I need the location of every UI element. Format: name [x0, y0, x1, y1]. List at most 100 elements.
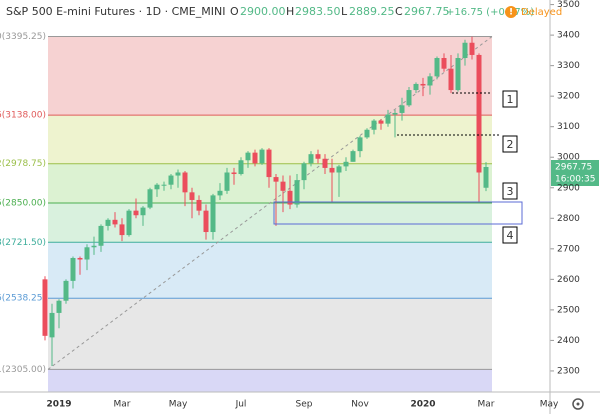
candle-body	[378, 120, 384, 124]
candle-body	[399, 105, 405, 113]
header: S&P 500 E-mini Futures · 1D · CME_MINI O…	[6, 5, 534, 18]
x-tick-label: Mar	[478, 400, 495, 410]
x-tick-label: May	[540, 400, 559, 410]
candle-body	[329, 167, 335, 173]
candle-body	[343, 161, 349, 167]
ohlc-value: 2967.75	[404, 5, 450, 18]
x-tick-label: Jul	[235, 400, 247, 410]
gear-icon	[576, 402, 580, 406]
candle-body	[98, 225, 104, 246]
annotation-label: 1	[507, 93, 514, 106]
annotation-label: 4	[507, 229, 514, 242]
candle-body	[70, 257, 76, 281]
y-tick-label: 3400	[557, 31, 580, 41]
fib-zone	[48, 36, 492, 116]
y-tick-label: 3000	[557, 153, 580, 163]
candle-body	[182, 172, 188, 193]
candle-body	[196, 199, 202, 211]
candle-body	[336, 166, 342, 173]
annotation: 2	[502, 135, 518, 153]
candle-body	[42, 279, 48, 336]
y-tick-label: 2600	[557, 275, 580, 285]
candle-body	[154, 184, 160, 190]
fib-label: .5(2850.00)	[0, 199, 46, 209]
candle-body	[273, 177, 279, 182]
price-tag-price: 2967.75	[555, 162, 592, 172]
candle-body	[371, 120, 377, 130]
x-tick-label: Sep	[296, 400, 313, 410]
fib-label: 0(3395.25)	[0, 32, 46, 42]
candle-body	[56, 300, 62, 313]
candle-body	[161, 184, 167, 186]
plot: 0(3395.25) 36(3138.00) 82(2978.75) .5(2850.…	[0, 4, 554, 392]
candle-body	[63, 280, 69, 301]
fib-zone	[48, 369, 492, 392]
candle-body	[406, 90, 412, 106]
candle-body	[364, 129, 370, 138]
x-tick-label: Mar	[114, 400, 131, 410]
ohlc-label: O	[230, 5, 239, 18]
ohlc-label: H	[286, 5, 294, 18]
candle-body	[315, 154, 321, 159]
candle-body	[84, 247, 90, 260]
ohlc-label: C	[395, 5, 403, 18]
candle-body	[287, 190, 293, 205]
status-text[interactable]: Delayed	[521, 7, 562, 18]
candle-body	[294, 180, 300, 205]
annotation: 3	[502, 182, 518, 200]
marks	[42, 36, 489, 367]
fib-zone	[48, 242, 492, 299]
fib-label: 1(2305.00)	[0, 365, 46, 375]
candle-body	[392, 112, 398, 115]
candle-body	[413, 83, 419, 91]
change: +16.75 (+0.57%)	[446, 7, 534, 18]
candle-body	[434, 58, 440, 77]
x-tick-label: May	[169, 400, 188, 410]
status-badge[interactable]: ! Delayed	[505, 6, 562, 18]
candle-body	[140, 207, 146, 216]
candle-body	[119, 224, 125, 236]
candle-body	[322, 158, 328, 168]
x-tick-label: 2019	[46, 400, 71, 410]
candle-body	[476, 54, 482, 173]
ohlc-value: 2889.25	[349, 5, 395, 18]
candle-body	[133, 210, 139, 216]
candle-body	[266, 149, 272, 178]
price-tag: 2967.75 16:00:35	[551, 159, 599, 186]
candle-body	[308, 154, 314, 164]
candle-body	[469, 42, 475, 55]
annotation-label: 3	[507, 185, 514, 198]
range-box	[273, 201, 523, 225]
candle-body	[189, 192, 195, 200]
candle-body	[420, 83, 426, 86]
candle-body	[357, 137, 363, 152]
status-icon-glyph: !	[509, 8, 513, 18]
candle-body	[217, 190, 223, 196]
y-tick-label: 2800	[557, 214, 580, 224]
candle-body	[448, 68, 454, 91]
candle-body	[231, 172, 237, 175]
status-icon[interactable]	[505, 6, 517, 18]
title: S&P 500 E-mini Futures · 1D · CME_MINI	[6, 5, 225, 18]
y-tick-label: 2500	[557, 305, 580, 315]
candle-body	[385, 114, 391, 124]
price-tag-bg	[551, 159, 599, 186]
candle-body	[105, 219, 111, 226]
candle-body	[455, 58, 461, 91]
settings-button[interactable]	[572, 398, 584, 410]
fib-label: 18(2721.50)	[0, 238, 46, 248]
candle-body	[280, 181, 286, 191]
annotation: 1	[502, 90, 518, 108]
candle-body	[210, 195, 216, 233]
candle-body	[224, 172, 230, 191]
y-tick-label: 3100	[557, 122, 580, 132]
candle-body	[252, 152, 258, 164]
candle-body	[112, 219, 118, 225]
candle-body	[77, 257, 83, 260]
candle-body	[245, 152, 251, 161]
gear-icon[interactable]	[572, 398, 584, 410]
candle-body	[168, 175, 174, 185]
candle-body	[301, 163, 307, 181]
